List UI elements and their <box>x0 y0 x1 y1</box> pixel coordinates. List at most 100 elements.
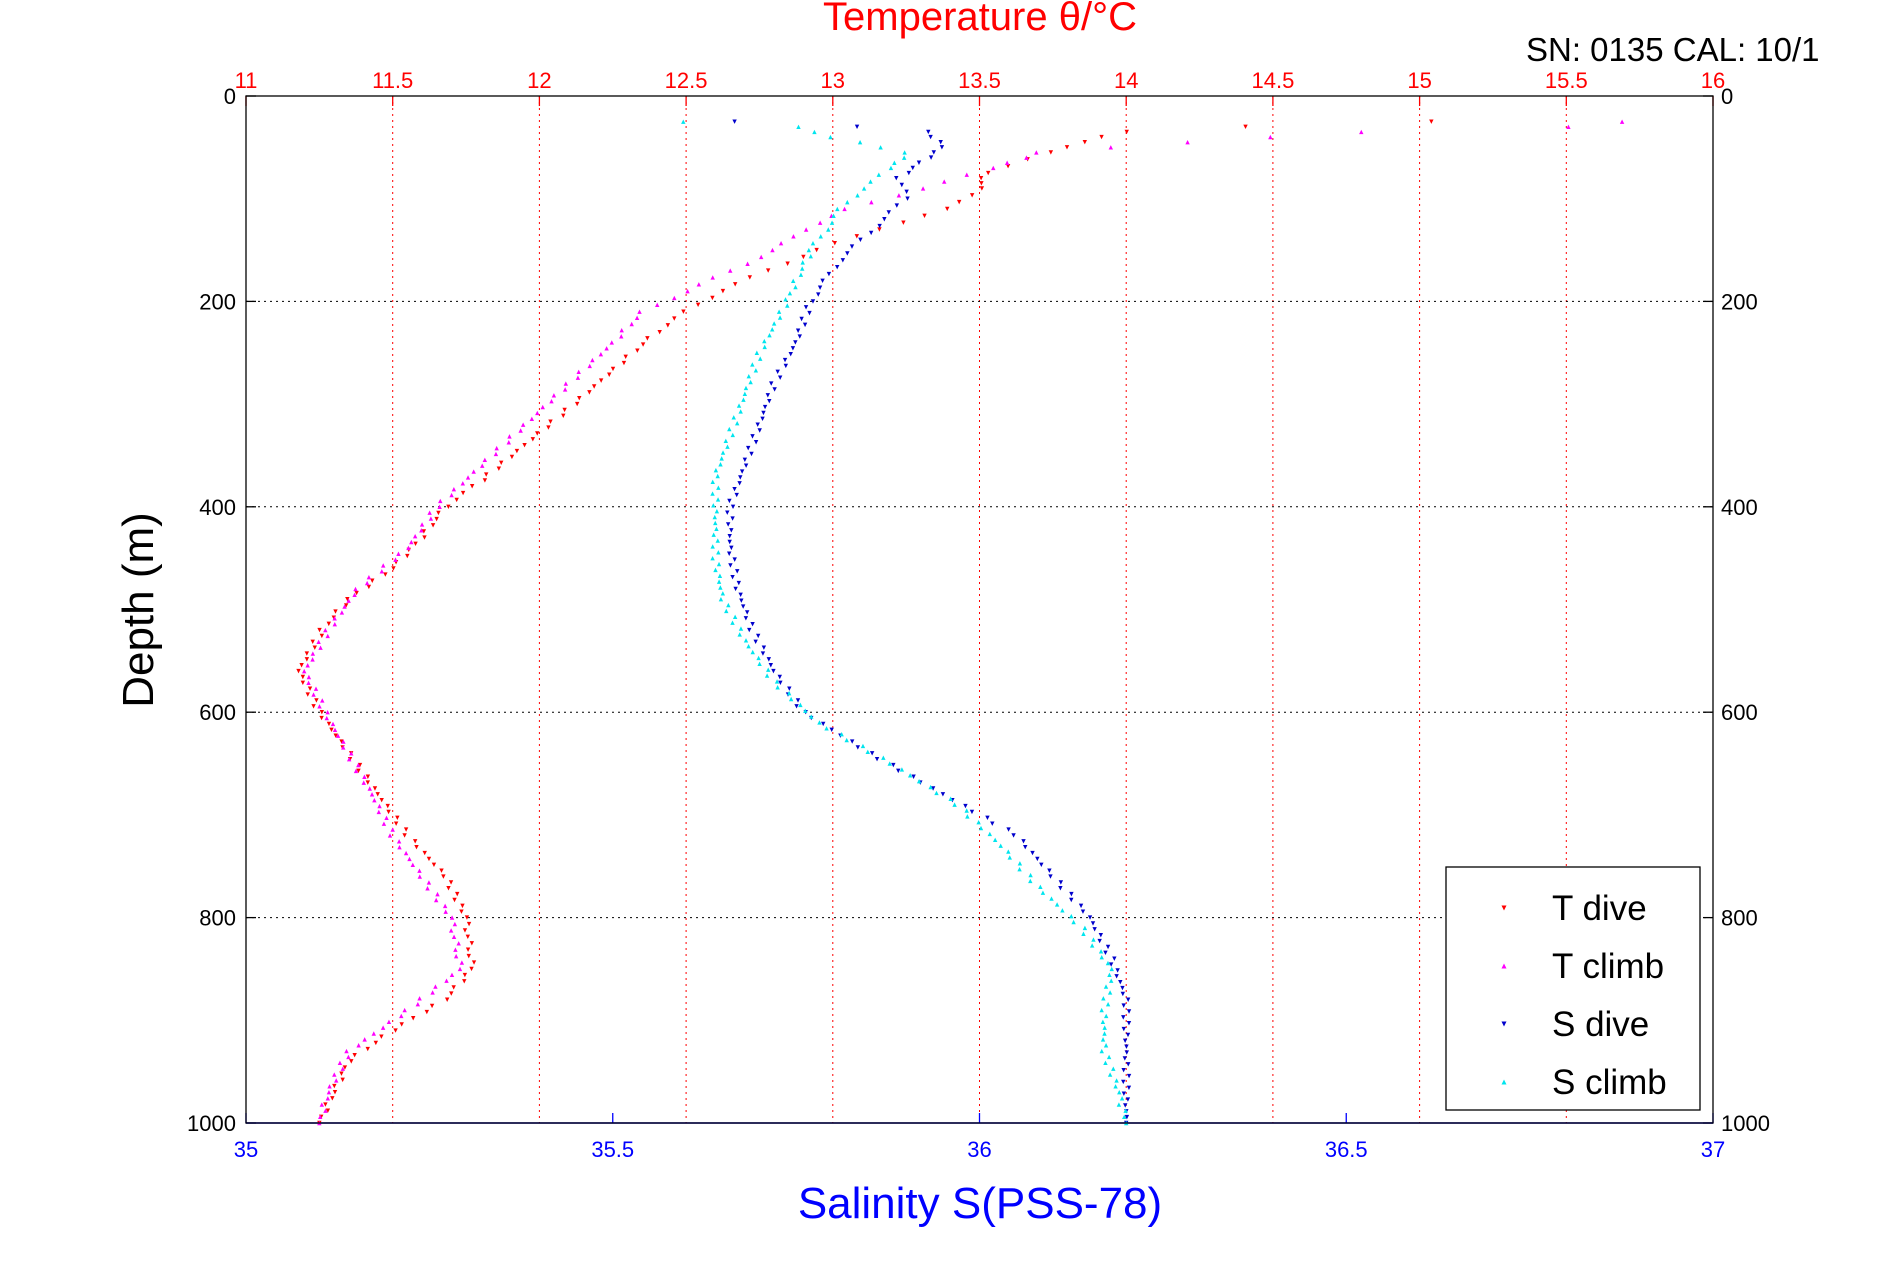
s-climb-point <box>1114 1078 1119 1083</box>
t-climb-point <box>1004 160 1010 165</box>
t-dive-point <box>393 821 399 826</box>
s-climb-point <box>1102 1025 1107 1030</box>
t-climb-point <box>384 815 389 821</box>
s-dive-point <box>820 278 825 284</box>
s-dive-point <box>760 416 765 421</box>
t-dive-point <box>574 401 580 407</box>
t-climb-point <box>1566 124 1571 130</box>
t-climb-point <box>356 1043 361 1048</box>
t-dive-point <box>421 529 427 534</box>
s-dive-point <box>849 244 855 249</box>
t-climb-point <box>562 387 568 392</box>
s-climb-point <box>800 260 805 265</box>
temperature-tick-label: 11.5 <box>372 68 413 93</box>
t-climb-point <box>728 268 733 273</box>
s-dive-point <box>729 528 734 533</box>
t-climb-point <box>576 369 581 375</box>
t-climb-point <box>327 1084 332 1089</box>
t-climb-point <box>449 972 455 978</box>
s-dive-point <box>1058 880 1064 885</box>
t-dive-point <box>422 535 427 540</box>
t-climb-point <box>342 604 347 609</box>
s-dive-point <box>794 704 799 709</box>
s-climb-point <box>860 743 866 749</box>
t-dive-point <box>444 997 450 1002</box>
t-dive-point <box>424 1009 430 1015</box>
s-climb-point <box>1104 1013 1109 1019</box>
s-dive-point <box>855 745 861 750</box>
t-climb-point <box>452 921 458 927</box>
t-dive-point <box>304 657 310 662</box>
t-climb-point <box>609 340 614 345</box>
s-climb-point <box>762 338 767 344</box>
t-climb-point <box>310 651 316 656</box>
s-climb-point <box>1102 1031 1107 1036</box>
s-dive-point <box>787 686 792 691</box>
s-climb-point <box>774 679 780 684</box>
s-climb-point <box>1123 1108 1128 1113</box>
s-dive-point <box>904 189 909 195</box>
t-dive-point <box>979 186 985 191</box>
t-dive-point <box>430 523 436 528</box>
s-dive-point <box>750 621 755 627</box>
s-climb-point <box>720 450 726 455</box>
legend-marker-t-climb <box>1501 963 1507 969</box>
s-climb-point <box>1113 1084 1118 1089</box>
t-dive-point <box>462 928 468 933</box>
s-climb-point <box>892 160 897 165</box>
s-climb-point <box>899 767 905 772</box>
t-dive-point <box>465 947 471 952</box>
t-dive-point <box>446 886 451 891</box>
s-dive-point <box>725 510 730 515</box>
s-dive-point <box>858 237 863 242</box>
s-climb-point <box>1100 1019 1106 1024</box>
s-climb-point <box>787 290 793 296</box>
t-dive-point <box>307 686 313 691</box>
s-climb-point <box>717 573 723 578</box>
s-climb-point <box>726 602 731 608</box>
t-climb-point <box>339 610 345 615</box>
t-dive-point <box>413 541 418 546</box>
t-dive-point <box>436 510 441 516</box>
t-dive-point <box>901 220 906 225</box>
s-dive-point <box>1121 1079 1126 1085</box>
t-climb-point <box>415 1001 421 1007</box>
t-climb-point <box>335 733 341 738</box>
s-climb-point <box>710 491 715 496</box>
t-dive-point <box>610 366 616 372</box>
t-climb-point <box>369 792 375 797</box>
s-climb-point <box>1100 1037 1106 1042</box>
t-climb-point <box>427 510 432 515</box>
t-climb-point <box>406 545 411 551</box>
s-dive-point <box>1035 856 1040 862</box>
t-dive-point <box>635 348 640 353</box>
s-dive-point <box>894 175 899 181</box>
s-dive-point <box>803 305 809 310</box>
legend-markers <box>1501 905 1507 1085</box>
s-climb-point <box>1117 1089 1122 1095</box>
s-dive-point <box>810 299 816 304</box>
t-dive-point <box>455 891 460 897</box>
t-dive-point <box>979 181 984 186</box>
t-climb-point <box>506 440 511 445</box>
s-dive-point <box>894 203 900 208</box>
t-dive-point <box>300 674 306 680</box>
grid-layer <box>246 96 1713 1123</box>
t-climb-point <box>332 621 337 627</box>
t-climb-point <box>366 575 372 580</box>
s-dive-point <box>985 815 990 821</box>
s-climb-point <box>736 403 742 408</box>
t-dive-point <box>814 247 819 253</box>
s-dive-point <box>743 463 749 468</box>
t-climb-point <box>563 381 569 386</box>
salinity-tick-label: 36.5 <box>1325 1137 1368 1162</box>
legend-label-s-dive: S dive <box>1552 1005 1649 1044</box>
s-dive-point <box>820 721 826 727</box>
s-dive-point <box>738 475 743 480</box>
s-climb-point <box>965 814 970 819</box>
t-climb-point <box>323 627 328 633</box>
s-dive-point <box>1112 956 1117 961</box>
s-climb-point <box>1082 925 1088 931</box>
t-climb-point <box>482 457 488 463</box>
